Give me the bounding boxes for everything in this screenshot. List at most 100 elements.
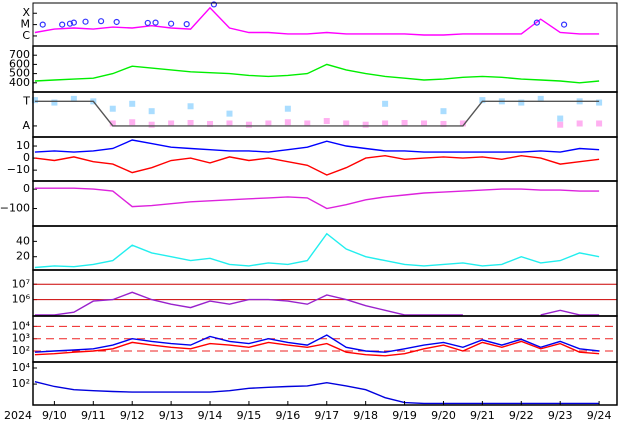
y-tick-label: X [22,6,30,19]
series-line [34,381,600,405]
x-tick-label: 9/10 [42,409,67,422]
series-line [34,291,600,316]
flare-marker [59,21,66,28]
series-line [34,154,600,176]
flare-marker [152,19,159,26]
series-line [34,139,600,153]
x-tick-label: 9/19 [392,409,417,422]
flare-marker [560,21,568,28]
y-tick-label: 10 [16,139,30,152]
x-tick-label: 9/18 [353,409,378,422]
flare-marker [66,20,74,27]
x-tick-label: 9/11 [81,409,106,422]
flare-marker [39,21,46,28]
panel-frame [32,225,618,271]
flare-marker [183,21,190,28]
point [129,119,136,126]
panel-frame [32,2,618,47]
point [440,120,447,127]
y-tick-label: 400 [9,76,30,89]
point [459,120,466,127]
panel-frame [32,361,618,406]
point [31,97,38,104]
point [226,110,233,117]
point [421,120,428,127]
y-tick-label: 500 [9,67,30,80]
y-tick-label: M [21,18,31,31]
series-line [34,340,600,357]
point [207,120,214,127]
series-line [34,232,600,269]
panel-frame [32,180,618,227]
flare-marker [70,19,77,26]
x-tick-label: 9/24 [587,409,612,422]
flare-marker [113,18,120,26]
series-line [34,6,600,36]
point [187,119,194,126]
point [382,100,389,107]
point [304,120,311,127]
y-tick-label: 10³ [12,332,30,345]
point [596,99,603,106]
flare-marker [533,19,540,26]
panel-frame [32,269,618,317]
point [557,121,564,128]
y-tick-label: C [22,29,30,42]
point [362,121,369,128]
y-tick-label: 0 [23,151,30,164]
x-tick-label: 9/14 [198,409,223,422]
point [70,95,77,102]
series-line [34,187,600,210]
x-tick-label: 9/20 [431,409,456,422]
y-tick-label: 10⁴ [12,319,31,332]
x-tick-label: 9/22 [509,409,534,422]
y-tick-label: 40 [16,234,30,247]
point [382,120,389,127]
flare-marker [168,20,175,27]
y-tick-label: 10² [12,377,30,390]
point [284,105,291,112]
point [479,97,486,104]
x-tick-label: 9/12 [120,409,145,422]
point [109,120,116,127]
point [518,99,525,106]
y-tick-label: −10 [7,163,30,176]
y-tick-label: 600 [9,57,30,70]
point [109,105,116,112]
point [148,121,155,128]
point [401,119,408,126]
point [596,120,603,127]
y-tick-label: T [22,94,30,107]
x-axis-year: 2024 [4,409,32,422]
y-tick-label: A [22,119,30,132]
y-tick-label: 700 [9,48,30,61]
point [148,108,155,115]
point [557,115,564,122]
point [226,120,233,127]
y-tick-label: 10² [12,344,30,357]
x-tick-label: 9/16 [275,409,300,422]
point [245,121,252,128]
series-line [34,63,600,84]
point [576,120,583,127]
y-tick-label: 10⁶ [12,293,31,306]
flare-marker [210,1,218,8]
point [129,100,136,107]
flare-marker [82,18,89,25]
x-tick-label: 9/23 [548,409,573,422]
flare-marker [144,19,151,27]
point [51,99,58,106]
point [323,118,330,125]
y-tick-label: −100 [0,202,30,215]
point [537,95,544,102]
y-tick-label: 10⁴ [12,361,31,374]
x-tick-label: 9/15 [237,409,262,422]
panel-frame [32,91,618,138]
point [284,119,291,126]
y-tick-label: 20 [16,250,30,263]
y-tick-label: 0 [23,182,30,195]
flare-marker [97,18,105,25]
series-line [34,334,600,353]
series-line [34,100,600,127]
